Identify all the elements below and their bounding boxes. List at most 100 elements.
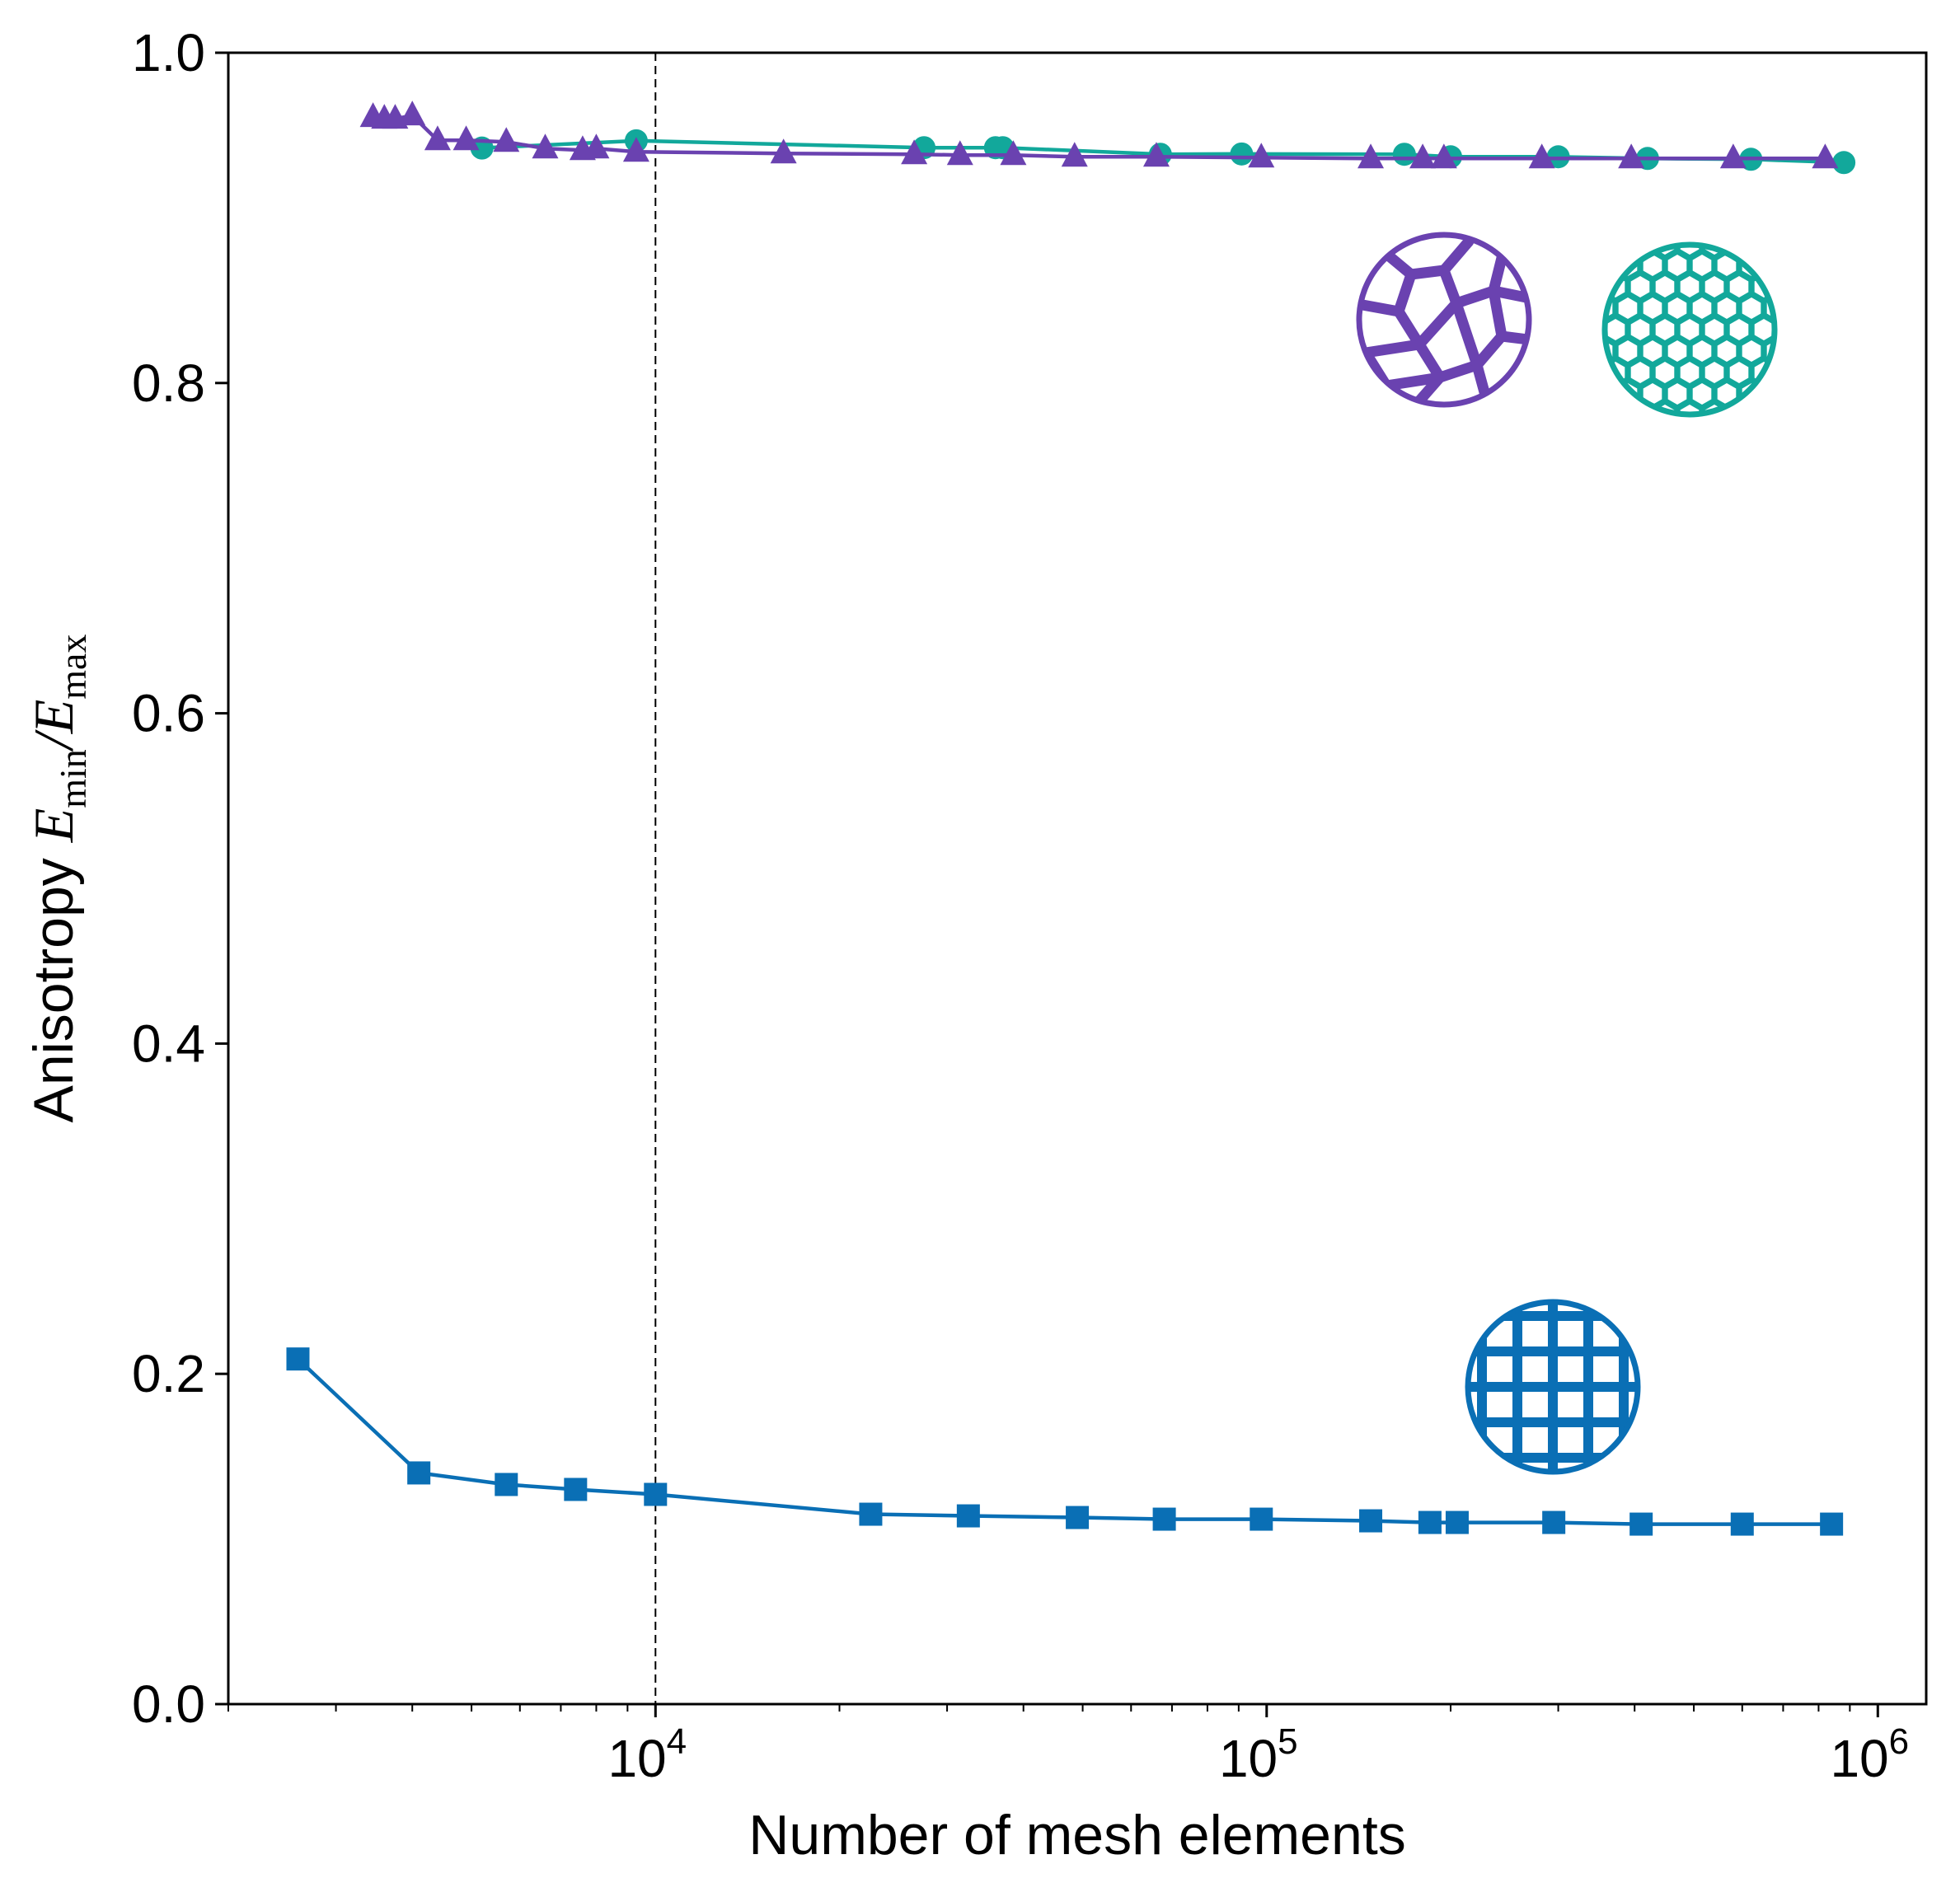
point-blue-1 [407,1461,431,1485]
hex-icon-cell-113 [1643,426,1662,447]
point-blue-8 [1152,1507,1176,1531]
hex-icon-cell-109 [1804,405,1823,426]
square-icon-rim [1465,1299,1641,1475]
hex-icon-cell-71 [1692,340,1712,362]
hex-icon-cell-110 [1569,426,1588,447]
point-purple-9 [583,133,610,159]
plot-frame [227,51,1928,1706]
hex-icon-cell-94 [1717,383,1737,405]
hex-icon-cell-101 [1606,405,1625,413]
voronoi-icon-strut-12 [1414,339,1446,383]
point-blue-4 [644,1482,668,1506]
hex-icon-cell-54 [1817,297,1836,319]
voronoi-icon-strut-17 [1488,285,1508,342]
hex-icon-cell-69 [1643,340,1662,362]
hex-icon-cell-87 [1804,362,1823,383]
hex-icon-cell-18 [1729,246,1749,255]
hex-icon-cell-28 [1717,255,1737,276]
y-axis-label-sub-min: min [52,749,94,808]
x-tick-label-0: 104 [607,1721,687,1788]
point-blue-7 [1066,1506,1090,1529]
point-purple-3 [399,101,426,126]
hex-icon-cell-97 [1792,383,1811,405]
y-axis-label-text: Anisotropy [22,842,85,1122]
hex-icon-cell-83 [1704,362,1724,383]
hex-icon-cell-3 [1643,212,1662,233]
hex-icon-cell-96 [1766,383,1773,405]
hex-icon-cell-62 [1729,319,1749,340]
hex-icon-cell-108 [1779,405,1798,426]
hex-icon-cell-118 [1767,426,1786,447]
hex-icon-cell-48 [1667,297,1687,319]
voronoi-icon-strut-1 [1405,265,1450,280]
point-purple-5 [452,125,480,151]
hex-icon-cell-9 [1792,212,1811,233]
point-blue-11 [1418,1510,1442,1534]
point-teal-7 [1392,143,1416,166]
hex-icon-cell-57 [1606,319,1625,340]
point-purple-11 [770,138,797,164]
hex-icon-cell-75 [1792,340,1811,362]
hex-icon-cell-39 [1704,276,1724,297]
hex-icon-cell-107 [1754,405,1773,413]
x-tick-label-1: 105 [1219,1721,1298,1788]
hex-icon-cell-58 [1630,319,1650,340]
point-purple-15 [1061,142,1088,167]
hex-icon-cell-25 [1643,255,1662,276]
hex-icon-cell-120 [1817,426,1836,447]
hex-icon-cell-82 [1680,362,1700,383]
hex-icon-cell-106 [1729,405,1749,413]
hex-icon-cell-91 [1643,383,1662,405]
point-purple-20 [1430,143,1457,169]
hex-icon-cell-78 [1582,362,1601,383]
hex-icon-cell-72 [1717,340,1737,362]
point-blue-0 [286,1347,310,1371]
hex-icon-cell-16 [1680,246,1700,255]
hex-icon-cell-33 [1557,276,1576,297]
voronoi-icon-strut-15 [1451,297,1483,371]
hex-icon-cell-98 [1817,383,1836,405]
hex-icon-cell-92 [1667,383,1687,405]
hex-icon-cell-12 [1582,233,1601,255]
hex-icon-cell-53 [1792,297,1811,319]
hex-icon-cell-11 [1557,233,1576,255]
hex-icon-rim [1601,241,1778,418]
y-tick-label-2: 0.4 [132,1014,205,1073]
hex-icon-cell-21 [1804,233,1823,255]
voronoi-icon-strut-18 [1496,330,1527,346]
hex-icon-cell-14 [1630,246,1650,255]
hex-icon-cell-68 [1618,340,1638,362]
axes-layer: 0.0 0.2 0.4 0.6 0.8 1.0 104 105 106 [132,23,1909,1788]
point-blue-10 [1359,1509,1383,1533]
y-axis-label-e2: E [22,700,85,735]
point-purple-6 [493,127,520,152]
voronoi-icon-strut-7 [1414,297,1462,350]
point-blue-12 [1445,1510,1469,1534]
y-axis-label-e1: E [22,808,85,844]
y-tick-label-5: 1.0 [132,23,205,82]
voronoi-icon-strut-10 [1488,285,1527,305]
hex-icon-cell-84 [1729,362,1749,383]
point-purple-7 [532,133,559,159]
hex-icon-cell-76 [1817,340,1836,362]
hex-icon-cell-99 [1557,405,1576,426]
point-purple-10 [622,137,649,162]
hex-icon-cell-20 [1779,233,1798,255]
hex-icon-cell-42 [1779,276,1798,297]
y-tick-label-3: 0.6 [132,684,205,743]
y-tick-label-4: 0.8 [132,354,205,413]
hex-icon-cell-70 [1667,340,1687,362]
hex-icon-cell-64 [1779,319,1798,340]
voronoi-icon-strut-11 [1361,339,1425,358]
hex-icon-cell-102 [1630,405,1650,413]
voronoi-icon-strut-14 [1434,359,1483,383]
hex-icon-cell-8 [1767,212,1786,233]
voronoi-icon-strut-3 [1438,265,1462,309]
hex-icon-cell-93 [1692,383,1712,405]
voronoi-icon-rim [1356,232,1532,408]
point-purple-22 [1618,143,1645,169]
hex-icon-cell-89 [1606,383,1613,405]
point-blue-15 [1730,1512,1754,1536]
hex-icon-cell-88 [1569,383,1588,405]
y-tick-label-0: 0.0 [132,1674,205,1734]
